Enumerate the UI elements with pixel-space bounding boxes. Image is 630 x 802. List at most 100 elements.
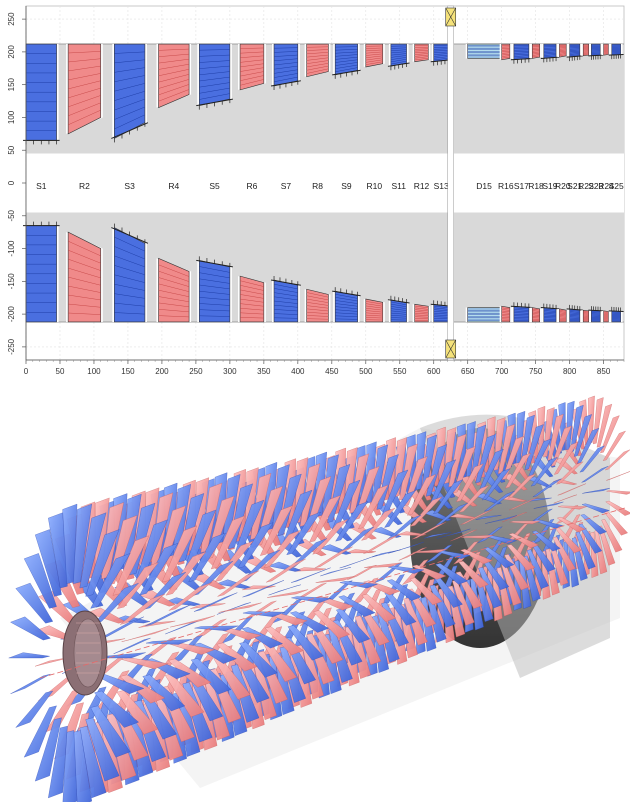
blade-streak xyxy=(365,51,383,54)
blade-streak xyxy=(559,309,567,312)
rotor-blade xyxy=(604,449,630,471)
blade-streak xyxy=(240,63,264,68)
blade-streak xyxy=(433,54,449,57)
blade-streak xyxy=(158,270,190,282)
stator-blade xyxy=(90,553,131,609)
rotor-blade xyxy=(501,496,527,502)
blade-streak xyxy=(68,276,101,286)
rotor-blade xyxy=(266,558,306,583)
blade-streak xyxy=(68,258,101,271)
rotor-blade xyxy=(214,540,254,582)
blade-streak xyxy=(273,283,298,290)
compressor-3d-render xyxy=(8,395,630,802)
blade-row-r22-top xyxy=(581,43,591,57)
rotor-blade xyxy=(598,525,616,566)
stator-blade xyxy=(532,530,561,552)
stator-blade xyxy=(193,592,238,612)
x-tick-label: 450 xyxy=(325,367,339,376)
row-label-s5: S5 xyxy=(209,181,220,191)
blade-streak xyxy=(433,53,449,55)
stator-blade xyxy=(524,424,544,471)
blade-streak xyxy=(114,312,145,315)
blade-streak xyxy=(240,47,264,49)
x-tick-label: 500 xyxy=(359,367,373,376)
plane-line xyxy=(447,5,454,361)
blade-streak xyxy=(603,52,609,54)
blade-streak xyxy=(158,283,190,292)
blade-streak xyxy=(390,47,407,49)
stator-blade xyxy=(581,466,609,483)
blade-shape xyxy=(365,43,384,68)
blade-streak xyxy=(158,58,190,64)
blade-streak xyxy=(532,313,540,315)
rotor-blade xyxy=(508,533,540,549)
blade-streak xyxy=(199,65,230,69)
blade-row-s19-bottom xyxy=(540,303,560,323)
blade-streak xyxy=(199,278,230,284)
blade-streak xyxy=(306,49,329,51)
rotor-blade xyxy=(600,415,620,454)
blade-streak xyxy=(274,51,298,53)
blade-streak xyxy=(559,312,567,314)
blade-streak xyxy=(274,317,298,319)
blade-row-r2-bottom xyxy=(66,231,103,323)
blade-streak xyxy=(199,272,230,279)
rotor-blade xyxy=(293,567,326,572)
blade-streak xyxy=(240,55,264,59)
blade-streak xyxy=(365,307,383,311)
blade-row-r6-bottom xyxy=(238,275,266,323)
rotor-blade xyxy=(605,500,630,516)
blade-streak xyxy=(240,75,264,81)
blade-streak xyxy=(365,310,383,313)
blade-streak xyxy=(114,67,145,73)
row-label-s11: S11 xyxy=(391,181,406,191)
blade-streak xyxy=(239,79,264,86)
blade-row-s25-bottom xyxy=(608,306,624,323)
blade-shape xyxy=(334,290,358,323)
blade-streak xyxy=(501,307,510,310)
stator-blade xyxy=(289,611,330,633)
rotor-blade xyxy=(295,582,327,600)
blade-streak xyxy=(68,80,101,90)
blade-streak xyxy=(273,76,298,83)
plane-markers xyxy=(445,5,457,361)
row-label-r16: R16 xyxy=(498,181,514,191)
blade-streak xyxy=(274,300,298,304)
stator-blade xyxy=(241,627,283,649)
rotor-blade xyxy=(456,463,484,503)
blade-shape xyxy=(306,43,329,78)
blade-streak xyxy=(532,310,540,312)
rotor-blade xyxy=(550,425,572,467)
stator-blade xyxy=(429,584,456,628)
row-label-s17: S17 xyxy=(514,181,529,191)
stator-blade xyxy=(287,625,324,661)
rotor-blade xyxy=(116,562,159,610)
x-tick-label: 550 xyxy=(393,367,407,376)
blade-streak xyxy=(501,56,510,59)
blade-streak xyxy=(158,74,190,83)
blade-streak xyxy=(240,307,264,311)
blade-streak xyxy=(532,51,540,53)
rotor-blade xyxy=(398,547,427,561)
rotor-blade xyxy=(216,642,258,672)
blade-streak xyxy=(306,295,329,301)
blade-streak xyxy=(532,52,540,55)
blade-row-r16-bottom xyxy=(499,305,512,323)
row-label-s23: S23 xyxy=(588,181,603,191)
blade-streak xyxy=(543,314,557,316)
blade-streak xyxy=(335,56,358,60)
blade-streak xyxy=(532,50,540,52)
stator-blade xyxy=(578,523,603,554)
blade-streak xyxy=(114,302,145,307)
blade-streak xyxy=(199,315,230,317)
blade-streak xyxy=(199,266,230,273)
blade-streak xyxy=(611,53,621,55)
blade-streak xyxy=(414,307,429,310)
blade-row-s1-top xyxy=(23,43,60,145)
blade-streak xyxy=(603,53,609,55)
blade-streak xyxy=(199,60,230,63)
rotor-blade xyxy=(218,602,262,613)
blade-streak xyxy=(68,51,101,54)
rotor-blade xyxy=(460,548,493,565)
blade-row-s5-bottom xyxy=(196,256,233,323)
